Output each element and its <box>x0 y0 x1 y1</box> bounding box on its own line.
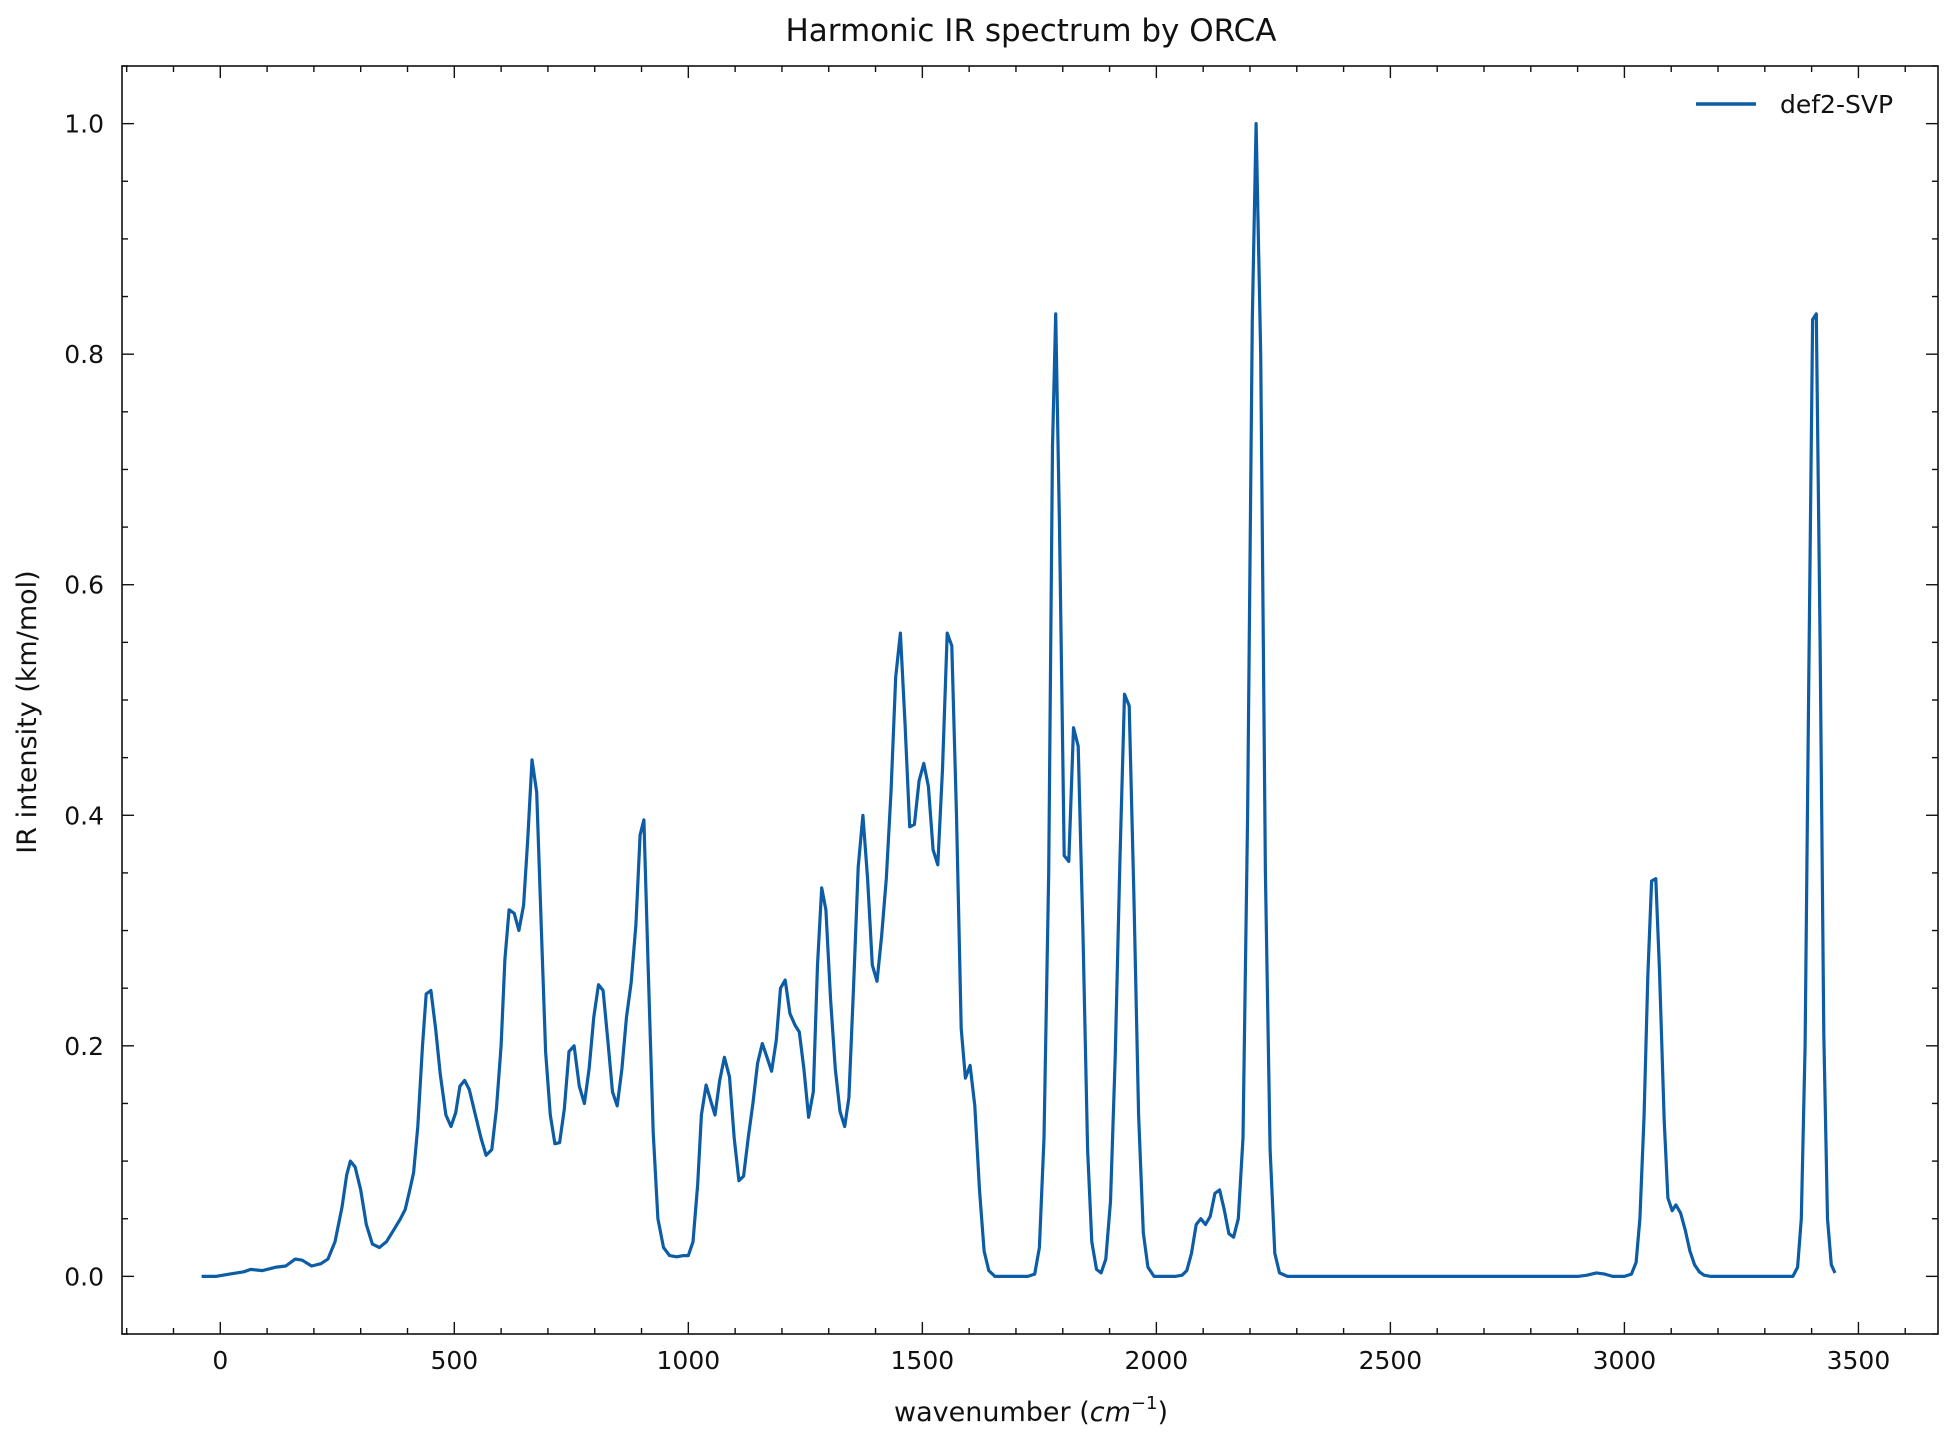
x-axis-label-exponent: −1 <box>1131 1393 1158 1414</box>
y-tick-label: 0.0 <box>64 1262 104 1291</box>
y-tick-label: 0.2 <box>64 1032 104 1061</box>
chart-title: Harmonic IR spectrum by ORCA <box>785 13 1276 49</box>
x-tick-label: 2000 <box>1125 1346 1189 1375</box>
x-axis-label-unit: cm <box>1090 1397 1131 1428</box>
x-axis-label-close: ) <box>1157 1397 1168 1428</box>
y-tick-label: 0.8 <box>64 340 104 369</box>
y-tick-label: 0.6 <box>64 571 104 600</box>
x-tick-label: 1500 <box>891 1346 955 1375</box>
y-axis-label: IR intensity (km/mol) <box>12 570 43 853</box>
x-tick-label: 3000 <box>1593 1346 1657 1375</box>
x-axis-label: wavenumber (cm−1) <box>894 1393 1168 1428</box>
ticks-layer: 0 500 1000 1500 2000 2500 3000 3500 0.0 0.2 0.4 0.6… <box>64 65 1938 1375</box>
x-tick-label: 1000 <box>657 1346 721 1375</box>
series-layer <box>201 122 1837 1278</box>
axes-frame <box>121 65 1939 1335</box>
y-tick-label: 1.0 <box>64 110 104 139</box>
legend: def2-SVP <box>1696 90 1893 119</box>
x-axis-label-text: wavenumber ( <box>894 1397 1090 1428</box>
legend-label-def2-svp: def2-SVP <box>1780 90 1893 119</box>
x-tick-label: 500 <box>430 1346 478 1375</box>
y-tick-label: 0.4 <box>64 801 104 830</box>
x-tick-label: 2500 <box>1359 1346 1423 1375</box>
x-tick-label: 0 <box>212 1346 228 1375</box>
series-line-def2-svp <box>201 122 1837 1278</box>
x-tick-label: 3500 <box>1827 1346 1891 1375</box>
